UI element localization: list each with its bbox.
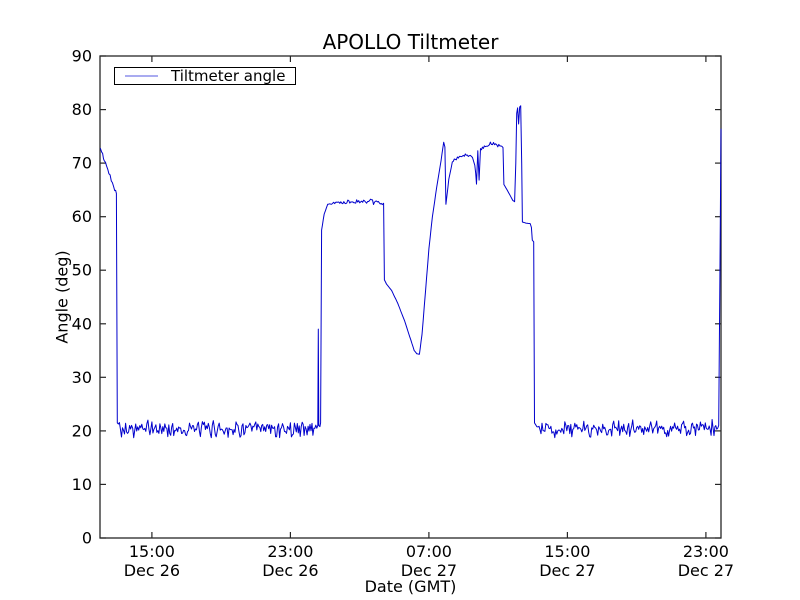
- legend-series-label: Tiltmeter angle: [171, 67, 286, 85]
- x-tick-label-time: 15:00: [544, 542, 590, 561]
- y-axis-title: Angle (deg): [52, 250, 72, 344]
- x-axis-title: Date (GMT): [364, 577, 457, 596]
- x-tick-label-time: 23:00: [267, 542, 313, 561]
- x-tick-label-date: Dec 26: [124, 561, 180, 580]
- y-tick-label: 70: [72, 154, 92, 173]
- legend-line-sample-icon: [125, 75, 158, 77]
- y-tick-label: 30: [72, 368, 92, 387]
- x-tick-label-time: 23:00: [683, 542, 729, 561]
- tiltmeter-angle-line: [99, 105, 722, 439]
- y-tick-label: 60: [72, 207, 92, 226]
- x-tick-label-time: 15:00: [129, 542, 175, 561]
- y-tick-label: 50: [72, 261, 92, 280]
- axes-spines: [99, 55, 722, 539]
- chart-title: APOLLO Tiltmeter: [322, 30, 499, 54]
- legend-box: Tiltmeter angle: [114, 67, 296, 85]
- y-tick-label: 20: [72, 421, 92, 440]
- y-tick-label: 90: [72, 47, 92, 66]
- x-tick-label-date: Dec 27: [539, 561, 595, 580]
- x-tick-label-time: 07:00: [406, 542, 452, 561]
- y-tick-label: 0: [82, 529, 92, 548]
- y-tick-label: 80: [72, 100, 92, 119]
- x-tick-label-date: Dec 27: [678, 561, 734, 580]
- y-tick-label: 10: [72, 475, 92, 494]
- y-tick-label: 40: [72, 314, 92, 333]
- x-tick-label-date: Dec 26: [262, 561, 318, 580]
- x-tick-label-date: Dec 27: [401, 561, 457, 580]
